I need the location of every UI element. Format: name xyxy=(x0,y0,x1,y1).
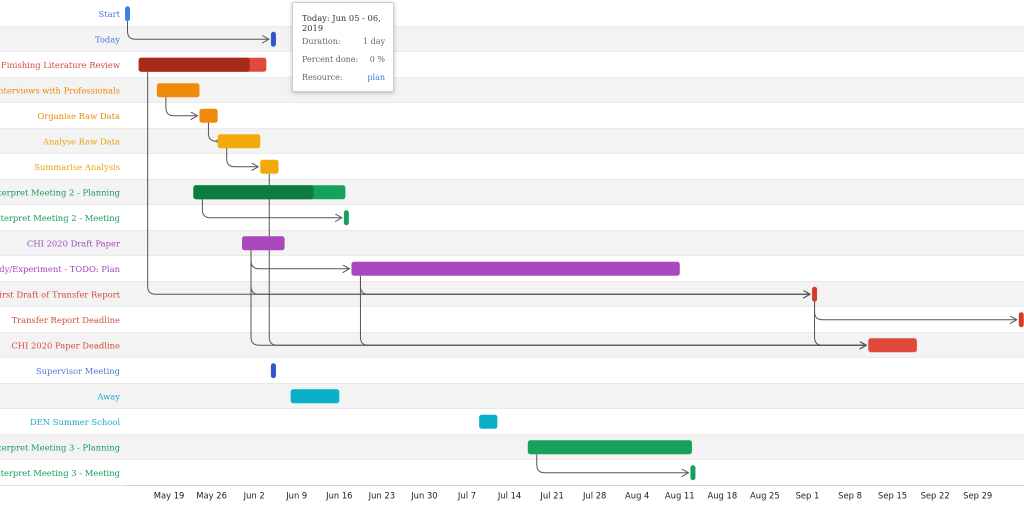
row-background xyxy=(0,154,1024,180)
x-tick-label: Sep 29 xyxy=(963,491,992,501)
row-background xyxy=(0,128,1024,154)
row-background xyxy=(0,77,1024,103)
row-background xyxy=(0,230,1024,256)
x-tick-label: Jul 21 xyxy=(539,491,563,501)
dependency-arrow xyxy=(250,250,866,345)
dependency-arrow xyxy=(165,97,198,116)
task-label: Analyse Raw Data xyxy=(42,136,120,146)
tooltip-key: Duration: xyxy=(302,37,341,46)
tooltip-value: 1 day xyxy=(362,37,385,46)
dependency-arrow xyxy=(536,454,689,473)
tooltip-row-resource: Resource: plan xyxy=(302,73,385,85)
row-background xyxy=(0,434,1024,460)
task-label: Away xyxy=(96,391,120,401)
x-tick-label: Jul 14 xyxy=(497,491,521,501)
tooltip-row-percent: Percent done: 0 % xyxy=(302,55,385,67)
task-label: Interpret Meeting 2 - Planning xyxy=(0,187,121,197)
row-background xyxy=(0,460,1024,486)
task-label: CHI 2020 Paper Deadline xyxy=(11,340,120,350)
task-bar[interactable] xyxy=(242,236,285,251)
x-tick-label: May 19 xyxy=(154,491,185,501)
tooltip-key: Percent done: xyxy=(302,55,359,64)
tooltip-title: Today: Jun 05 - 06, 2019 xyxy=(302,13,381,33)
task-label: Interpret Meeting 2 - Meeting xyxy=(0,213,121,223)
task-bar[interactable] xyxy=(260,159,279,174)
dependency-arrow xyxy=(359,275,866,346)
task-label: Interpret Meeting 3 - Meeting xyxy=(0,468,121,478)
x-tick-label: Sep 1 xyxy=(796,491,820,501)
dependency-arrow xyxy=(147,71,810,295)
x-tick-label: Sep 15 xyxy=(878,491,907,501)
x-tick-label: Jun 9 xyxy=(285,491,307,501)
task-label: Organise Raw Data xyxy=(37,111,120,121)
task-bar[interactable] xyxy=(690,465,696,481)
task-bar[interactable] xyxy=(812,286,818,302)
x-tick-label: Sep 8 xyxy=(838,491,862,501)
task-bar[interactable] xyxy=(1018,312,1024,328)
task-progress xyxy=(193,185,314,200)
dependency-arrow xyxy=(207,122,216,142)
tooltip-value: 0 % xyxy=(369,55,385,64)
task-label: Interpret Meeting 3 - Planning xyxy=(0,442,121,452)
dependency-arrow xyxy=(201,199,342,218)
task-bar[interactable] xyxy=(156,83,200,98)
task-label: Supervisor Meeting xyxy=(36,366,121,376)
tooltip-row-duration: Duration: 1 day xyxy=(302,37,385,49)
x-tick-label: Jul 7 xyxy=(457,491,476,501)
row-background xyxy=(0,179,1024,205)
tooltip-resource-link[interactable]: plan xyxy=(367,73,385,82)
task-bar[interactable] xyxy=(868,338,917,353)
tooltip-key: Resource: xyxy=(302,73,343,82)
x-tick-label: Jun 16 xyxy=(325,491,352,501)
task-bar[interactable] xyxy=(351,261,680,276)
row-background xyxy=(0,1,1024,27)
x-tick-label: Jun 30 xyxy=(410,491,437,501)
task-label: DEN Summer School xyxy=(30,417,120,427)
task-bar[interactable] xyxy=(290,389,340,404)
task-label: Study/Experiment - TODO: Plan xyxy=(0,264,121,274)
x-tick-label: Aug 11 xyxy=(665,491,695,501)
x-tick-label: May 26 xyxy=(196,491,227,501)
task-tooltip: Today: Jun 05 - 06, 2019 Duration: 1 day… xyxy=(292,2,394,92)
task-label: Interviews with Professionals xyxy=(0,85,120,95)
x-tick-label: Jul 28 xyxy=(582,491,606,501)
task-progress xyxy=(138,57,250,72)
task-bar[interactable] xyxy=(217,134,261,149)
dependency-arrow xyxy=(814,301,867,346)
x-tick-label: Jun 23 xyxy=(368,491,395,501)
task-label: Summarise Analysis xyxy=(34,162,120,172)
x-tick-label: Aug 18 xyxy=(707,491,737,501)
row-background xyxy=(0,103,1024,129)
task-bar[interactable] xyxy=(270,31,276,47)
task-bar[interactable] xyxy=(527,440,692,455)
dependency-arrow xyxy=(226,148,259,167)
dependency-arrow xyxy=(127,21,269,39)
task-label: First Draft of Transfer Report xyxy=(0,289,121,299)
task-bar[interactable] xyxy=(479,414,498,429)
row-background xyxy=(0,383,1024,409)
x-tick-label: Aug 25 xyxy=(750,491,780,501)
task-label: CHI 2020 Draft Paper xyxy=(27,238,120,248)
row-background xyxy=(0,409,1024,435)
task-bar[interactable] xyxy=(199,108,218,123)
task-label: Finishing Literature Review xyxy=(1,60,121,70)
x-tick-label: Aug 4 xyxy=(625,491,649,501)
task-label: Today xyxy=(95,34,120,44)
task-bar[interactable] xyxy=(125,6,130,22)
task-bar[interactable] xyxy=(343,210,349,226)
row-background xyxy=(0,358,1024,384)
row-background xyxy=(0,205,1024,231)
x-tick-label: Sep 22 xyxy=(921,491,950,501)
task-bar[interactable] xyxy=(270,363,276,379)
task-label: Start xyxy=(99,9,121,19)
x-tick-label: Jun 2 xyxy=(243,491,265,501)
task-label: Transfer Report Deadline xyxy=(12,315,120,325)
